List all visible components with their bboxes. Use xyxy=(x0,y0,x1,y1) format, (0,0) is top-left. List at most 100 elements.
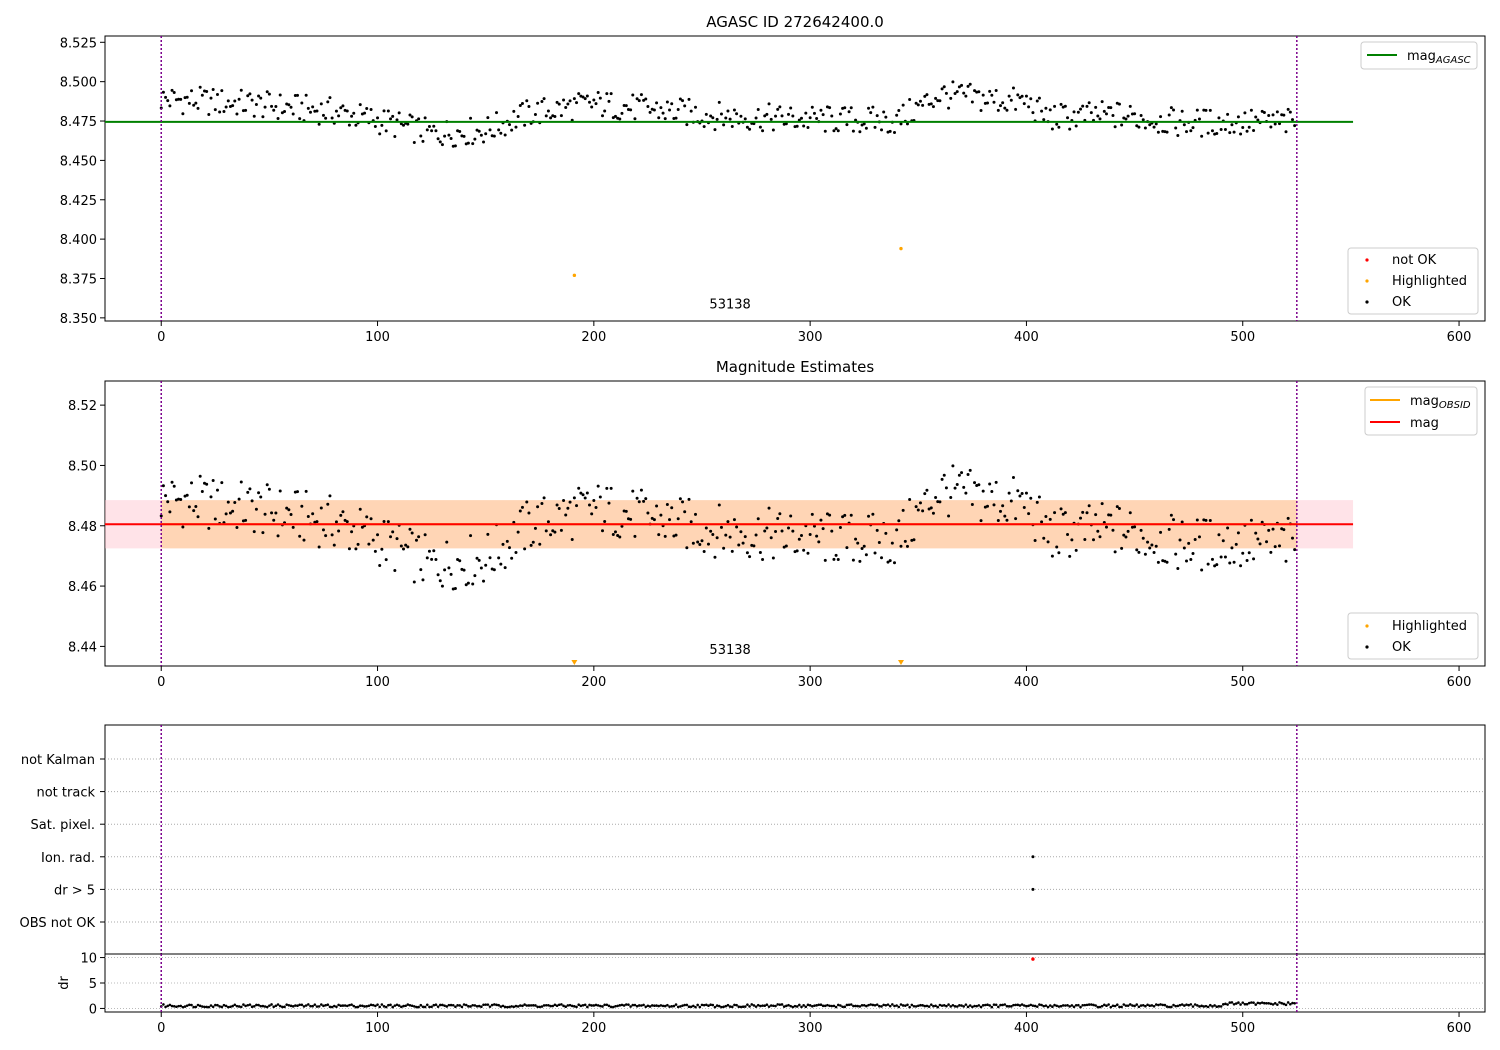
dr-point xyxy=(888,1004,892,1008)
dr-point xyxy=(1040,1003,1043,1007)
dr-point xyxy=(322,1004,325,1008)
dr-point xyxy=(960,1004,963,1007)
ok-point xyxy=(209,96,213,100)
dr-point xyxy=(702,1003,706,1007)
dr-point xyxy=(1103,1003,1106,1007)
dr-point xyxy=(1003,1003,1007,1006)
ok-point xyxy=(875,114,879,118)
ok-point xyxy=(393,569,397,573)
ok-point xyxy=(981,489,985,493)
ok-point xyxy=(205,482,209,486)
dr-point xyxy=(955,1005,959,1008)
ok-point xyxy=(871,105,875,109)
dr-point xyxy=(220,1005,224,1009)
dr-point xyxy=(865,1004,868,1008)
ok-point xyxy=(838,525,842,529)
panel1-legend-bottom: not OK Highlighted OK xyxy=(1347,247,1479,315)
ok-point xyxy=(828,106,832,110)
ok-point xyxy=(572,97,576,101)
ok-point xyxy=(739,114,743,118)
dr-point xyxy=(1258,1001,1262,1005)
ok-point xyxy=(263,105,267,109)
dr-point xyxy=(1243,1002,1247,1006)
ok-point xyxy=(257,491,261,495)
y-tick-label: 8.350 xyxy=(60,312,97,327)
ok-point xyxy=(503,566,507,570)
dr-point xyxy=(205,1005,208,1009)
dr-point xyxy=(1234,1002,1238,1005)
ok-point xyxy=(259,495,263,499)
ok-point xyxy=(164,494,168,498)
dr-point xyxy=(549,1004,552,1008)
ok-point xyxy=(291,525,295,529)
ok-point xyxy=(683,104,687,108)
ok-point xyxy=(1133,525,1137,529)
ok-point xyxy=(514,551,518,555)
dr-point xyxy=(263,1005,267,1008)
ok-point xyxy=(1284,130,1288,134)
ok-point xyxy=(168,510,172,514)
ok-point xyxy=(1176,567,1180,571)
ok-point xyxy=(944,91,948,95)
ok-point xyxy=(1066,116,1070,120)
dr-point xyxy=(642,1003,645,1007)
ok-point xyxy=(726,520,730,524)
ok-point xyxy=(298,117,302,121)
ok-point xyxy=(278,489,282,493)
ok-point xyxy=(334,520,338,524)
ok-point xyxy=(1293,548,1297,552)
dr-point xyxy=(1208,1003,1212,1007)
ok-point xyxy=(1135,124,1139,128)
ok-point xyxy=(923,492,927,496)
ok-point xyxy=(1245,558,1249,562)
ok-point xyxy=(319,506,323,510)
ok-point xyxy=(332,543,336,547)
ok-point xyxy=(583,97,587,101)
ok-point xyxy=(231,509,235,513)
ok-point xyxy=(674,533,678,537)
dr-point xyxy=(484,1003,487,1006)
dr-point xyxy=(761,1004,764,1007)
dr-point xyxy=(402,1004,405,1008)
ok-point xyxy=(1027,512,1031,516)
highlighted-point xyxy=(572,273,577,278)
ok-point xyxy=(1059,507,1063,511)
ok-point xyxy=(1070,538,1074,542)
panel1-frame xyxy=(104,35,1486,322)
ok-point xyxy=(696,540,700,544)
dr-point xyxy=(966,1005,970,1009)
ok-point xyxy=(224,512,228,516)
ok-point xyxy=(1126,529,1130,533)
ok-point xyxy=(981,93,985,97)
ok-point xyxy=(1079,516,1083,520)
ok-point xyxy=(1120,123,1124,127)
ok-point xyxy=(1254,531,1258,535)
dr-point xyxy=(819,1003,823,1007)
ok-point xyxy=(637,99,641,103)
ok-point xyxy=(715,117,719,121)
ok-point xyxy=(254,507,258,511)
dr-point xyxy=(482,1003,485,1007)
ok-point xyxy=(845,123,849,127)
ok-point xyxy=(235,112,239,116)
legend2-marker-ok xyxy=(1365,645,1369,649)
ok-point xyxy=(274,511,278,515)
ok-point xyxy=(469,116,473,120)
ok-point xyxy=(254,103,258,107)
dr-point xyxy=(300,1003,304,1007)
dr-point xyxy=(728,1005,732,1008)
dr-point xyxy=(1232,1002,1236,1006)
ok-point xyxy=(161,484,165,488)
dr-point xyxy=(201,1005,204,1008)
ok-point xyxy=(934,495,938,499)
ok-point xyxy=(546,109,550,113)
ok-point xyxy=(326,100,330,104)
ok-point xyxy=(244,108,248,112)
dr-point xyxy=(514,1004,518,1008)
ok-point xyxy=(819,518,823,522)
ok-point xyxy=(1018,494,1022,498)
dr-point xyxy=(1025,1004,1028,1008)
ok-point xyxy=(1087,504,1091,508)
ok-point xyxy=(609,486,613,490)
